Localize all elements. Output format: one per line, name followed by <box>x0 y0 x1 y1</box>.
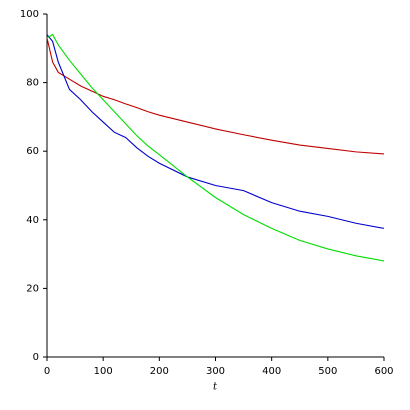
x-axis-label: t <box>213 382 218 393</box>
y-tick-label: 60 <box>26 146 39 157</box>
x-tick-label: 600 <box>374 366 393 377</box>
data-line <box>46 34 385 229</box>
data-line <box>46 37 385 155</box>
x-tick-label: 100 <box>94 366 113 377</box>
y-tick-label: 100 <box>20 9 39 20</box>
x-tick-label: 500 <box>318 366 337 377</box>
x-tick-label: 300 <box>206 366 225 377</box>
y-tick-label: 0 <box>33 352 39 363</box>
x-tick-label: 400 <box>262 366 281 377</box>
x-tick-label: 0 <box>44 366 50 377</box>
x-tick-label: 200 <box>150 366 169 377</box>
data-line <box>46 33 385 262</box>
y-tick-label: 40 <box>26 215 39 226</box>
y-tick-label: 80 <box>26 78 39 89</box>
y-tick-label: 20 <box>26 283 39 294</box>
